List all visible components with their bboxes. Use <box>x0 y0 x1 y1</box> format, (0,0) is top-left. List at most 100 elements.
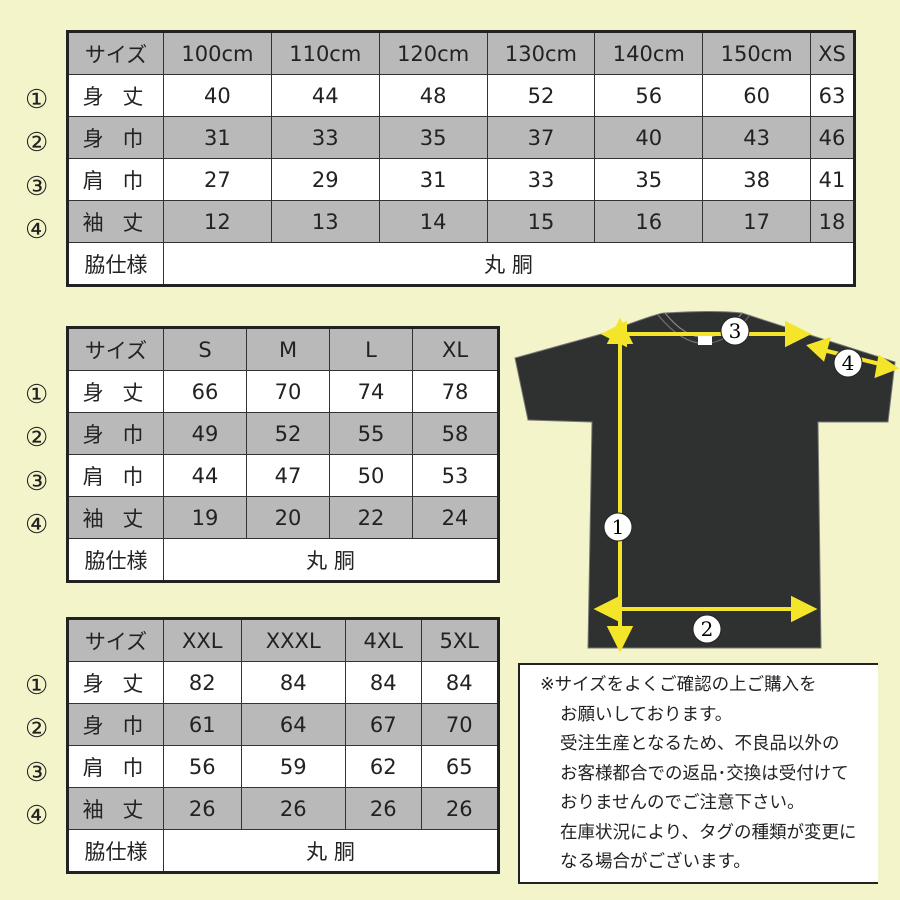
table-cell: 22 <box>329 496 413 539</box>
row-marker: ① <box>25 670 49 701</box>
header-row: サイズ XXL XXXL 4XL 5XL <box>67 618 499 662</box>
table-cell: 26 <box>163 787 242 830</box>
table-cell: 35 <box>378 116 488 159</box>
row-label: 身 丈 <box>67 74 164 117</box>
table-cell: 55 <box>329 412 413 455</box>
row-markers: ① ② ③ ④ <box>25 664 48 838</box>
table-cell: 33 <box>270 116 380 159</box>
size-header: M <box>246 327 330 371</box>
size-header: 140cm <box>594 31 704 75</box>
table-row: 身 巾 31 33 35 37 40 43 46 <box>67 116 855 159</box>
table-cell: 18 <box>810 200 855 243</box>
measurement-arrows <box>593 317 900 653</box>
side-spec-label: 脇仕様 <box>67 829 164 873</box>
table-cell: 74 <box>329 370 413 413</box>
row-label: 身 巾 <box>67 703 164 746</box>
side-spec-label: 脇仕様 <box>67 538 164 582</box>
row-label: 身 巾 <box>67 116 164 159</box>
size-header: 4XL <box>344 618 422 662</box>
table-row: 肩 巾 27 29 31 33 35 38 41 <box>67 158 855 201</box>
table-cell: 52 <box>486 74 596 117</box>
marker-sleeve: 4 <box>842 351 855 375</box>
table-cell: 19 <box>163 496 247 539</box>
table-row: 肩 巾 44 47 50 53 <box>67 454 499 497</box>
table-cell: 84 <box>420 661 499 704</box>
note-line: お客様都合での返品･交換は受付けて <box>560 763 849 784</box>
table-cell: 14 <box>378 200 488 243</box>
table-cell: 31 <box>163 116 272 159</box>
size-header: XL <box>412 327 499 371</box>
table-row: 身 丈 40 44 48 52 56 60 63 <box>67 74 855 117</box>
side-spec-value: 丸 胴 <box>163 538 499 582</box>
side-spec-label: 脇仕様 <box>67 242 164 286</box>
row-marker: ② <box>25 714 49 745</box>
size-header: 100cm <box>163 31 272 75</box>
marker-width: 2 <box>701 617 714 641</box>
table-cell: 17 <box>702 200 812 243</box>
side-spec-value: 丸 胴 <box>163 242 855 286</box>
row-label: 身 丈 <box>67 661 164 704</box>
table-cell: 82 <box>163 661 242 704</box>
table-row: 袖 丈 26 26 26 26 <box>67 787 499 830</box>
table-cell: 16 <box>594 200 704 243</box>
row-marker: ④ <box>25 510 49 541</box>
table-cell: 41 <box>810 158 855 201</box>
table-cell: 13 <box>270 200 380 243</box>
row-marker: ③ <box>25 757 49 788</box>
row-marker: ③ <box>25 171 49 202</box>
note-line: お願いしております。 <box>560 704 733 725</box>
table-cell: 26 <box>344 787 422 830</box>
note-line: なる場合がございます。 <box>560 852 751 872</box>
table-cell: 63 <box>810 74 855 117</box>
table-row: 肩 巾 56 59 62 65 <box>67 745 499 788</box>
size-header: S <box>163 327 247 371</box>
table-cell: 49 <box>163 412 247 455</box>
size-header: L <box>329 327 413 371</box>
size-table-standard: サイズ S M L XL 身 丈 66 70 74 78 身 巾 49 52 55 58 肩 巾 44 47 50 5… <box>66 326 500 583</box>
size-header: 120cm <box>378 31 488 75</box>
row-marker: ② <box>25 128 49 159</box>
table-cell: 44 <box>270 74 380 117</box>
table-cell: 56 <box>594 74 704 117</box>
note-line: 在庫状況により、タグの種類が変更に <box>560 822 857 843</box>
row-label: 袖 丈 <box>67 200 164 243</box>
size-header: 110cm <box>270 31 380 75</box>
table-row: 袖 丈 19 20 22 24 <box>67 496 499 539</box>
table-cell: 48 <box>378 74 488 117</box>
table-cell: 40 <box>594 116 704 159</box>
table-cell: 12 <box>163 200 272 243</box>
row-marker: ② <box>25 423 49 454</box>
row-label: 肩 巾 <box>67 454 164 497</box>
table-cell: 46 <box>810 116 855 159</box>
table-cell: 64 <box>240 703 346 746</box>
size-header: XXL <box>163 618 242 662</box>
table-cell: 84 <box>240 661 346 704</box>
table-cell: 38 <box>702 158 812 201</box>
size-table-kids: サイズ 100cm 110cm 120cm 130cm 140cm 150cm XS 身 丈 40… <box>66 30 856 287</box>
row-label: 身 丈 <box>67 370 164 413</box>
size-header: XXXL <box>240 618 346 662</box>
size-header: 130cm <box>486 31 596 75</box>
table-cell: 43 <box>702 116 812 159</box>
header-label: サイズ <box>67 618 164 662</box>
tag-icon <box>698 336 712 345</box>
note-line: おりませんのでご注意下さい。 <box>560 793 805 813</box>
row-markers: ① ② ③ ④ <box>25 373 48 547</box>
row-marker: ① <box>25 379 49 410</box>
note-line: ※サイズをよくご確認の上ご購入を <box>540 675 817 695</box>
row-marker: ④ <box>25 215 49 246</box>
row-marker: ④ <box>25 801 49 832</box>
table-cell: 52 <box>246 412 330 455</box>
table-cell: 61 <box>163 703 242 746</box>
table-cell: 24 <box>412 496 499 539</box>
table-cell: 56 <box>163 745 242 788</box>
table-row: 袖 丈 12 13 14 15 16 17 18 <box>67 200 855 243</box>
note-line: 受注生産となるため、不良品以外の <box>560 734 840 754</box>
side-spec-row: 脇仕様丸 胴 <box>67 242 855 286</box>
marker-length: 1 <box>612 515 625 539</box>
table-cell: 33 <box>486 158 596 201</box>
marker-shoulder: 3 <box>729 319 742 343</box>
header-label: サイズ <box>67 327 164 371</box>
header-row: サイズ 100cm 110cm 120cm 130cm 140cm 150cm XS <box>67 31 855 75</box>
table-cell: 29 <box>270 158 380 201</box>
